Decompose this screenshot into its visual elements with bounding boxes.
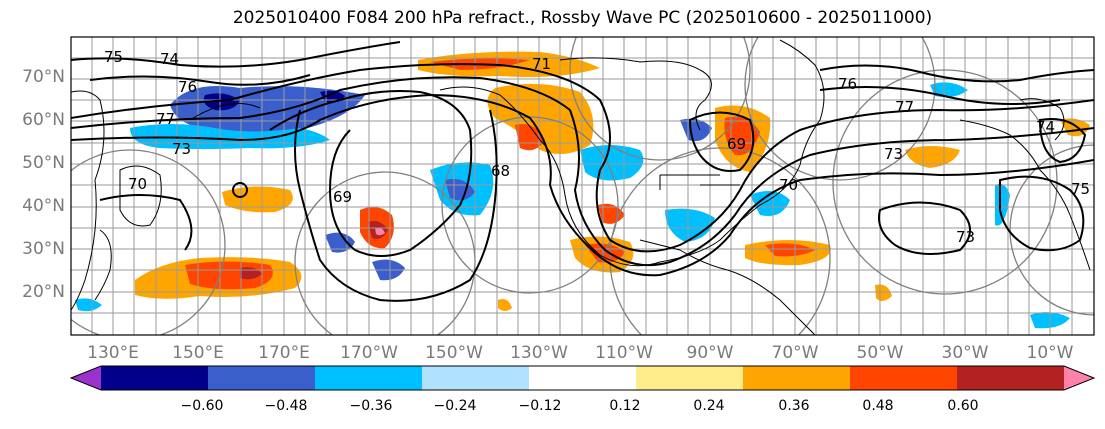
lon-label: 130°E — [87, 343, 139, 363]
colorbar-tick-label: 0.48 — [862, 398, 894, 414]
map-frame — [70, 36, 1095, 336]
colorbar-tick-label: 0.36 — [778, 398, 810, 414]
contour-label: 73 — [884, 145, 904, 163]
contour-label: 73 — [172, 140, 192, 158]
colorbar-segment — [422, 366, 530, 390]
contour-label: 70 — [779, 176, 799, 194]
colorbar-segment — [957, 366, 1065, 390]
colorbar-segment — [743, 366, 851, 390]
lon-label: 30°W — [941, 343, 989, 363]
colorbar-segment — [850, 366, 958, 390]
anomaly-patch — [750, 191, 790, 216]
contour-label: 77 — [156, 110, 176, 128]
contour-label: 75 — [104, 48, 124, 66]
colorbar-segment — [315, 366, 423, 390]
lon-label: 90°W — [686, 343, 734, 363]
lon-label: 70°W — [771, 343, 819, 363]
anomaly-patch — [875, 284, 892, 302]
anomaly-patch — [498, 299, 512, 311]
lon-label: 50°W — [856, 343, 904, 363]
colorbar-segment — [636, 366, 744, 390]
colorbar-tick-label: −0.24 — [433, 398, 477, 414]
lat-label: 70°N — [22, 67, 65, 87]
lon-label: 110°W — [595, 343, 653, 363]
lon-label: 150°E — [172, 343, 224, 363]
wave-packet-circles — [71, 37, 1094, 335]
colorbar-segment — [208, 366, 316, 390]
anomaly-patch — [585, 243, 625, 263]
colorbar-segment — [529, 366, 637, 390]
colorbar-tick-label: −0.48 — [264, 398, 308, 414]
refractivity-contours — [71, 41, 1094, 302]
anomaly-patch — [995, 183, 1010, 226]
anomaly-patch — [487, 83, 594, 154]
contour-label: 69 — [333, 188, 353, 206]
contour-label: 73 — [956, 228, 976, 246]
anomaly-patch — [222, 186, 293, 213]
colorbar-segment — [101, 366, 209, 390]
colorbar-tick-label: −0.60 — [180, 398, 224, 414]
lon-label: 170°E — [258, 343, 310, 363]
lon-label: 130°W — [510, 343, 568, 363]
contour-label: 69 — [727, 135, 747, 153]
map-title: 2025010400 F084 200 hPa refract., Rossby… — [232, 8, 933, 28]
contour-label: 74 — [1036, 118, 1056, 136]
anomaly-patch — [375, 227, 385, 236]
colorbar-tick-label: −0.36 — [349, 398, 393, 414]
lat-label: 40°N — [22, 196, 65, 216]
anomaly-patch — [203, 93, 240, 111]
colorbar-tick-label: 0.12 — [609, 398, 641, 414]
colorbar-extend-low — [71, 366, 101, 390]
anomaly-patch — [905, 146, 960, 168]
lon-label: 10°W — [1026, 343, 1074, 363]
contour-label: 71 — [532, 55, 552, 73]
graticule — [71, 37, 1094, 335]
colorbar-outline — [69, 365, 1096, 391]
contour-label: 74 — [160, 50, 180, 68]
contour-label: 76 — [178, 78, 198, 96]
contour-label: 76 — [838, 75, 858, 93]
lat-label: 60°N — [22, 110, 65, 130]
colorbar-tick-label: −0.12 — [518, 398, 562, 414]
colorbar — [69, 365, 1096, 391]
map-panel — [71, 37, 1094, 335]
lat-label: 20°N — [22, 282, 65, 302]
anomaly-patch — [765, 243, 815, 257]
contour-label: 68 — [491, 162, 511, 180]
colorbar-extend-high — [1064, 366, 1094, 390]
contour-label: 77 — [895, 98, 915, 116]
coastlines — [71, 39, 1091, 335]
contour-label: 75 — [1071, 180, 1091, 198]
contour-label: 70 — [128, 175, 148, 193]
colorbar-tick-label: 0.24 — [693, 398, 725, 414]
lat-label: 50°N — [22, 153, 65, 173]
anomaly-patch — [75, 298, 102, 312]
anomaly-patch — [930, 82, 968, 98]
lon-label: 170°W — [340, 343, 398, 363]
colorbar-tick-label: 0.60 — [947, 398, 979, 414]
lat-label: 30°N — [22, 239, 65, 259]
anomaly-patch — [665, 208, 715, 242]
lon-label: 150°W — [425, 343, 483, 363]
anomaly-patch — [580, 145, 644, 181]
